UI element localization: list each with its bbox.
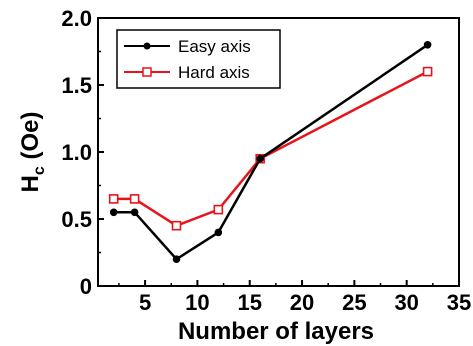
legend-swatch-easy-marker	[143, 42, 151, 50]
legend-swatch-hard-marker	[142, 67, 152, 77]
data-point-hard-axis	[213, 204, 224, 215]
legend-label-hard-axis: Hard axis	[178, 63, 250, 82]
data-point-hard-axis	[129, 194, 140, 204]
x-tick-label: 30	[394, 290, 418, 315]
y-axis-title-main: H	[17, 175, 44, 192]
plot-marks	[108, 41, 433, 263]
x-tick-label: 20	[290, 290, 314, 315]
y-axis-title: Hc (Oe)	[17, 112, 48, 193]
x-axis-title: Number of layers	[178, 318, 374, 345]
data-point-easy-axis	[256, 154, 264, 163]
data-point-hard-axis	[171, 220, 182, 231]
data-point-hard-axis	[108, 194, 119, 204]
legend-label-easy-axis: Easy axis	[178, 37, 251, 56]
y-tick-label: 0	[80, 274, 92, 299]
y-axis-title-subscript: c	[31, 166, 48, 175]
legend: Easy axis Hard axis	[116, 29, 281, 89]
y-tick-label: 2.0	[61, 6, 92, 31]
y-axis-ticks: 0 0.5 1.0 1.5 2.0	[61, 6, 104, 299]
x-tick-label: 10	[185, 290, 209, 315]
data-point-easy-axis	[130, 208, 139, 217]
y-tick-label: 1.5	[61, 73, 92, 98]
legend-box	[116, 29, 281, 89]
x-tick-label: 35	[447, 290, 471, 315]
data-point-hard-axis	[422, 66, 433, 77]
y-tick-label: 1.0	[61, 140, 92, 165]
x-tick-label: 25	[342, 290, 366, 315]
data-point-easy-axis	[172, 255, 181, 263]
data-point-easy-axis	[109, 208, 118, 217]
x-tick-label: 15	[237, 290, 261, 315]
y-axis-title-unit: (Oe)	[17, 112, 44, 167]
y-tick-label: 0.5	[61, 207, 92, 232]
series-line-hard-axis	[113, 70, 429, 227]
x-tick-label: 5	[139, 290, 151, 315]
data-point-easy-axis	[423, 41, 432, 49]
x-axis-ticks: 5 10 15 20 25 30 35	[118, 280, 471, 315]
data-point-easy-axis	[214, 228, 223, 237]
